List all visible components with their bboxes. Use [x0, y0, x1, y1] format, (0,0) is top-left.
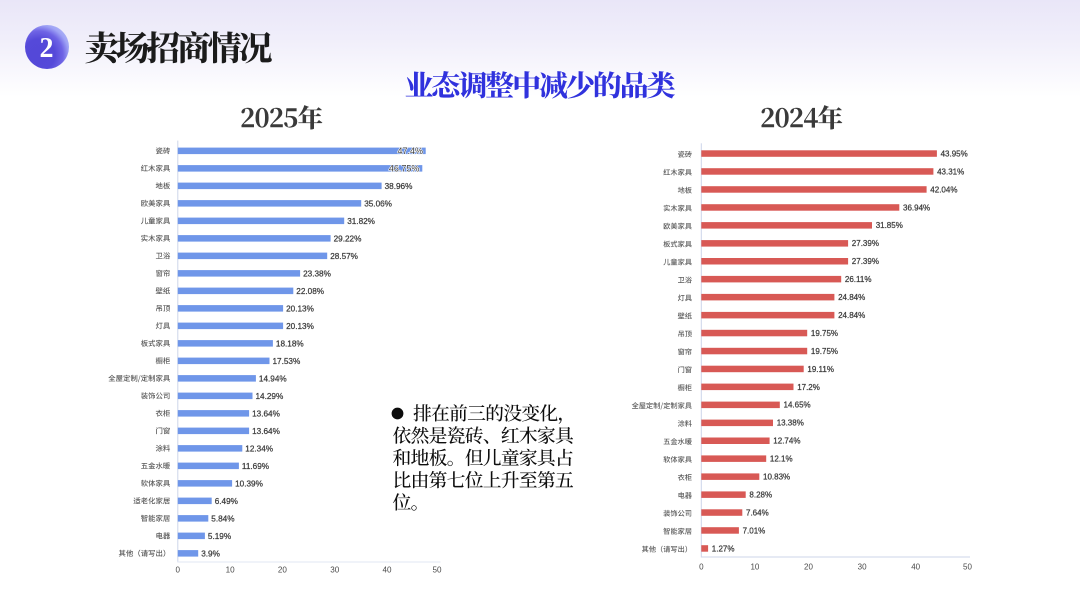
svg-text:11.69%: 11.69% — [242, 462, 269, 471]
svg-text:31.85%: 31.85% — [876, 221, 903, 230]
svg-text:23.38%: 23.38% — [303, 269, 331, 278]
svg-text:42.04%: 42.04% — [930, 185, 957, 194]
svg-text:27.39%: 27.39% — [852, 257, 879, 266]
svg-text:50: 50 — [963, 562, 972, 571]
svg-text:13.64%: 13.64% — [252, 427, 280, 436]
svg-text:26.11%: 26.11% — [845, 275, 872, 284]
svg-text:19.75%: 19.75% — [811, 329, 838, 338]
svg-text:6.49%: 6.49% — [215, 497, 238, 506]
svg-text:19.75%: 19.75% — [811, 347, 838, 356]
svg-text:14.65%: 14.65% — [784, 401, 811, 410]
svg-text:5.84%: 5.84% — [211, 514, 234, 523]
svg-text:30: 30 — [858, 562, 867, 571]
svg-text:35.06%: 35.06% — [364, 199, 392, 208]
svg-text:30: 30 — [330, 565, 340, 574]
svg-text:12.74%: 12.74% — [773, 437, 800, 446]
svg-text:12.34%: 12.34% — [245, 444, 273, 453]
svg-text:14.94%: 14.94% — [259, 374, 287, 383]
svg-text:43.95%: 43.95% — [941, 149, 968, 158]
svg-text:3.9%: 3.9% — [201, 549, 220, 558]
svg-text:17.53%: 17.53% — [273, 357, 301, 366]
svg-text:28.57%: 28.57% — [330, 252, 358, 261]
svg-text:10: 10 — [750, 562, 759, 571]
svg-text:10.83%: 10.83% — [763, 473, 790, 482]
svg-text:29.22%: 29.22% — [334, 234, 362, 243]
svg-text:24.84%: 24.84% — [838, 311, 865, 320]
svg-text:7.64%: 7.64% — [746, 508, 769, 517]
svg-text:46.75%: 46.75% — [389, 164, 420, 174]
svg-text:18.18%: 18.18% — [276, 339, 304, 348]
svg-text:31.82%: 31.82% — [347, 217, 375, 226]
svg-text:50: 50 — [432, 565, 442, 574]
svg-text:22.08%: 22.08% — [296, 287, 324, 296]
svg-text:20: 20 — [278, 565, 288, 574]
svg-text:27.39%: 27.39% — [852, 239, 879, 248]
svg-text:0: 0 — [176, 565, 181, 574]
svg-text:8.28%: 8.28% — [749, 491, 772, 500]
svg-text:0: 0 — [699, 562, 704, 571]
svg-text:7.01%: 7.01% — [743, 526, 766, 535]
svg-text:17.2%: 17.2% — [797, 383, 820, 392]
svg-text:36.94%: 36.94% — [903, 203, 930, 212]
svg-text:10.39%: 10.39% — [235, 479, 263, 488]
svg-text:20: 20 — [804, 562, 813, 571]
svg-text:19.11%: 19.11% — [807, 365, 834, 374]
svg-text:12.1%: 12.1% — [770, 455, 793, 464]
svg-text:40: 40 — [382, 565, 392, 574]
svg-text:20.13%: 20.13% — [286, 304, 314, 313]
svg-text:20.13%: 20.13% — [286, 322, 314, 331]
svg-text:13.38%: 13.38% — [777, 419, 804, 428]
svg-text:40: 40 — [911, 562, 920, 571]
svg-text:5.19%: 5.19% — [208, 532, 231, 541]
svg-text:47.4%: 47.4% — [398, 146, 424, 156]
svg-text:43.31%: 43.31% — [937, 167, 964, 176]
svg-text:10: 10 — [226, 565, 236, 574]
svg-text:38.96%: 38.96% — [385, 182, 413, 191]
svg-text:24.84%: 24.84% — [838, 293, 865, 302]
svg-text:1.27%: 1.27% — [712, 544, 735, 553]
svg-text:14.29%: 14.29% — [256, 392, 284, 401]
svg-text:13.64%: 13.64% — [252, 409, 280, 418]
